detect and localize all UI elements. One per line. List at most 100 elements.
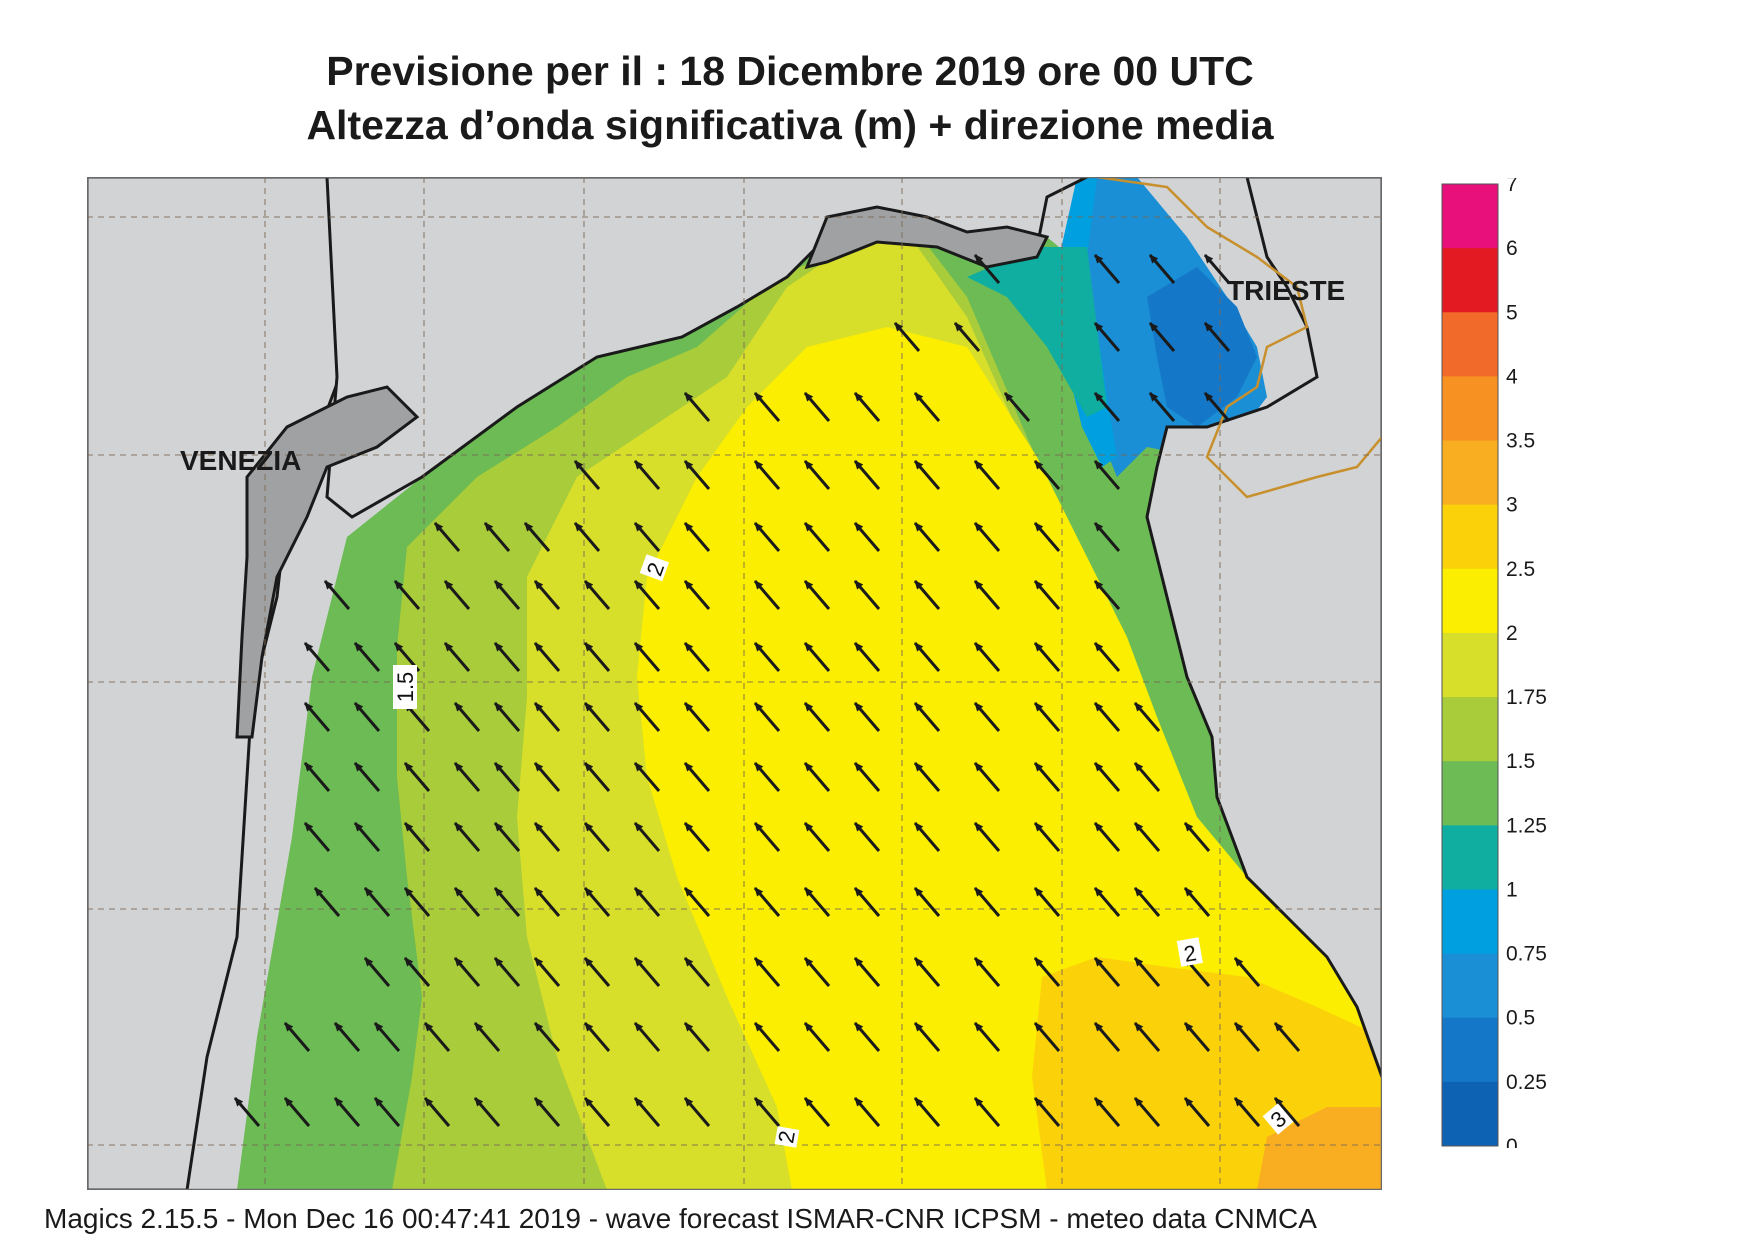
- wave-arrow: [1033, 642, 1061, 672]
- wave-arrow: [753, 1097, 781, 1127]
- wave-arrow: [753, 392, 781, 422]
- wave-arrow: [803, 702, 831, 732]
- wave-arrow: [683, 642, 711, 672]
- legend-label: 0.5: [1506, 1007, 1535, 1030]
- wave-arrow: [493, 957, 521, 987]
- wave-arrow: [583, 1097, 611, 1127]
- wave-arrow: [1033, 522, 1061, 552]
- wave-arrow: [1133, 887, 1161, 917]
- wave-arrow: [1093, 580, 1121, 610]
- legend-label: 3.5: [1506, 430, 1535, 453]
- wave-arrow: [803, 1097, 831, 1127]
- wave-arrow: [753, 580, 781, 610]
- wave-arrow: [853, 392, 881, 422]
- wave-arrow: [533, 887, 561, 917]
- wave-arrow: [913, 522, 941, 552]
- wave-arrow: [633, 887, 661, 917]
- wave-arrow: [803, 887, 831, 917]
- wave-arrow: [973, 1097, 1001, 1127]
- wave-arrow: [913, 1022, 941, 1052]
- wave-arrow: [973, 522, 1001, 552]
- wave-arrow: [913, 762, 941, 792]
- wave-arrow: [1183, 1097, 1211, 1127]
- wave-arrow: [1033, 762, 1061, 792]
- wave-arrow: [753, 702, 781, 732]
- venice-lagoon: [235, 385, 420, 739]
- wave-arrow: [633, 522, 661, 552]
- wave-arrow: [973, 254, 1001, 284]
- wave-arrow: [313, 887, 341, 917]
- wave-arrow: [533, 1022, 561, 1052]
- wave-arrow: [953, 322, 981, 352]
- wave-arrow: [1093, 322, 1121, 352]
- wave-arrow: [913, 642, 941, 672]
- wave-arrow: [533, 702, 561, 732]
- wave-arrow: [1093, 887, 1121, 917]
- legend-swatch: [1442, 697, 1498, 762]
- legend-swatch: [1442, 248, 1498, 313]
- wave-arrow: [803, 762, 831, 792]
- wave-arrow: [633, 702, 661, 732]
- wave-arrow: [683, 1097, 711, 1127]
- wave-arrow: [373, 1022, 401, 1052]
- wave-arrow: [973, 460, 1001, 490]
- wave-arrow: [973, 762, 1001, 792]
- title-line-2: Altezza d’onda significativa (m) + direz…: [306, 102, 1274, 148]
- wave-arrow: [1093, 702, 1121, 732]
- wave-arrow: [973, 822, 1001, 852]
- wave-arrow: [303, 822, 331, 852]
- wave-arrow: [683, 822, 711, 852]
- wave-arrow: [333, 1097, 361, 1127]
- wave-arrow: [633, 762, 661, 792]
- wave-arrow: [633, 957, 661, 987]
- wave-arrow: [493, 762, 521, 792]
- legend-label: 4: [1506, 365, 1518, 388]
- wave-arrow: [1003, 392, 1031, 422]
- wave-arrow: [1233, 957, 1261, 987]
- wave-arrow: [1133, 762, 1161, 792]
- wave-arrow: [583, 702, 611, 732]
- legend-label: 6: [1506, 237, 1518, 260]
- wave-arrow: [533, 957, 561, 987]
- wave-arrow: [233, 1097, 261, 1127]
- legend-swatch: [1442, 504, 1498, 570]
- legend-swatch: [1442, 1017, 1498, 1083]
- wave-arrow: [423, 1022, 451, 1052]
- wave-arrow: [583, 762, 611, 792]
- wave-arrow: [1033, 887, 1061, 917]
- wave-arrow: [393, 580, 421, 610]
- wave-arrow: [853, 642, 881, 672]
- wave-arrow: [633, 822, 661, 852]
- wave-arrow: [403, 957, 431, 987]
- wave-arrow: [633, 642, 661, 672]
- wave-arrow: [913, 392, 941, 422]
- wave-arrow: [493, 887, 521, 917]
- wave-arrow: [683, 580, 711, 610]
- contour-label: 2: [1176, 937, 1203, 967]
- wave-arrow: [913, 822, 941, 852]
- wave-arrow: [973, 702, 1001, 732]
- wave-arrow: [1093, 460, 1121, 490]
- wave-arrow: [913, 580, 941, 610]
- legend-swatch: [1442, 889, 1498, 955]
- contour-label: 2: [773, 1126, 800, 1148]
- wave-arrow: [973, 580, 1001, 610]
- wave-arrow: [753, 762, 781, 792]
- wave-arrow: [1273, 1022, 1301, 1052]
- legend-label: 1.25: [1506, 814, 1547, 837]
- wave-arrow: [633, 1097, 661, 1127]
- wave-arrow: [523, 522, 551, 552]
- wave-arrow: [583, 1022, 611, 1052]
- wave-arrow: [533, 642, 561, 672]
- wave-arrow: [803, 392, 831, 422]
- wave-arrow: [1093, 642, 1121, 672]
- wave-arrow: [683, 460, 711, 490]
- coast-land-east: [1145, 177, 1382, 1078]
- wave-arrow: [633, 460, 661, 490]
- wave-arrow: [1093, 1097, 1121, 1127]
- wave-arrow: [1233, 1022, 1261, 1052]
- wave-arrow: [1133, 957, 1161, 987]
- wave-arrow: [1033, 702, 1061, 732]
- footer-credits: Magics 2.15.5 - Mon Dec 16 00:47:41 2019…: [44, 1203, 1317, 1234]
- title-line-1: Previsione per il : 18 Dicembre 2019 ore…: [326, 48, 1254, 94]
